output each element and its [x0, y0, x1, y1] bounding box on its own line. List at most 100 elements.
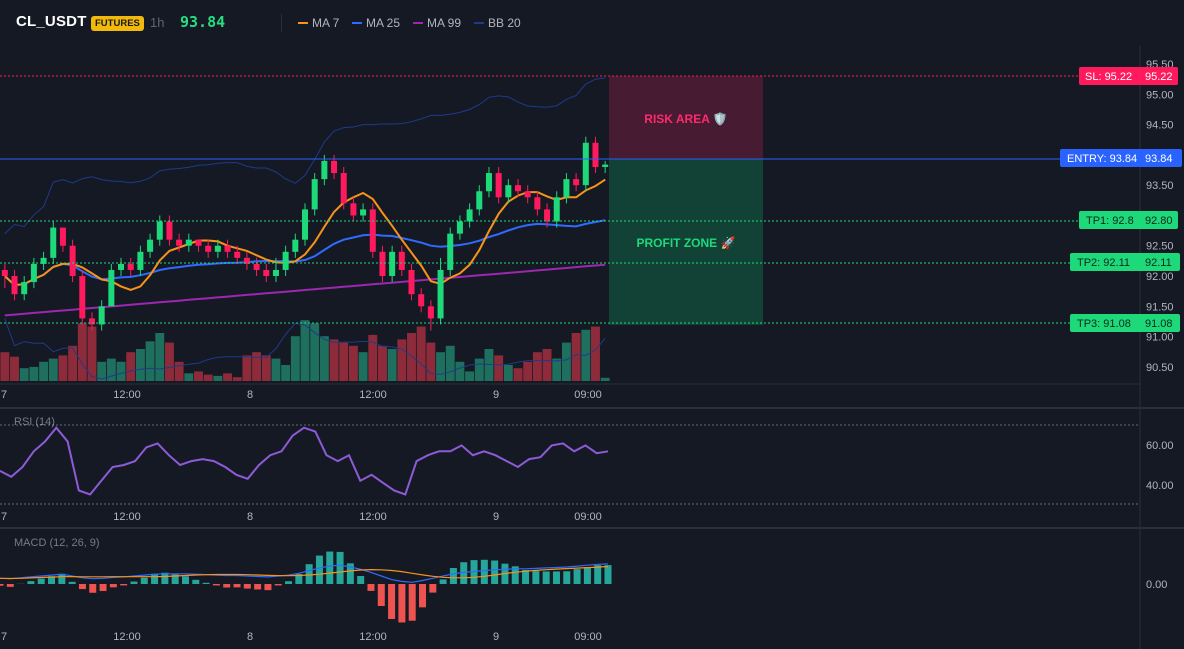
volume-bar: [368, 334, 378, 381]
time-tick: 12:00: [113, 631, 141, 643]
macd-hist-bar: [583, 567, 591, 584]
time-tick: 9: [493, 631, 499, 643]
macd-hist-bar: [274, 584, 282, 586]
macd-hist-bar: [326, 551, 334, 584]
sl-tag-label: SL: 95.22: [1085, 71, 1132, 83]
macd-hist-bar: [37, 578, 45, 584]
legend-ma7-label: MA 7: [312, 16, 340, 30]
macd-hist-bar: [99, 584, 107, 592]
bb-lower: [4, 318, 606, 380]
entry-tag-label: ENTRY: 93.84: [1067, 153, 1137, 165]
macd-hist-bar: [48, 576, 56, 584]
candle-body: [544, 209, 551, 222]
candle-body: [185, 239, 192, 246]
volume-bar: [174, 361, 184, 381]
volume-bar: [39, 361, 49, 381]
macd-hist-bar: [151, 573, 159, 584]
candle-body: [11, 276, 18, 295]
profit-zone-label: PROFIT ZONE 🚀: [637, 236, 736, 250]
legend-ma99[interactable]: MA 99: [413, 16, 461, 30]
volume-bar: [232, 377, 242, 381]
volume-bar: [561, 342, 571, 381]
candle-body: [137, 251, 144, 270]
volume-bar: [271, 358, 281, 381]
symbol-name[interactable]: CL_USDT: [16, 13, 87, 30]
macd-hist-bar: [161, 572, 169, 584]
time-tick: 9: [493, 511, 499, 523]
time-tick: 12:00: [359, 631, 387, 643]
time-tick: 12:00: [359, 389, 387, 401]
ma99-line: [4, 263, 606, 317]
candle-body: [147, 239, 154, 252]
candle-body: [156, 221, 163, 240]
macd-hist-bar: [202, 582, 210, 584]
entry-tag-bg: [1060, 149, 1182, 167]
macd-signal-line: [0, 565, 609, 580]
macd-hist-bar: [511, 566, 519, 584]
macd-hist-bar: [212, 584, 220, 586]
macd-hist-bar: [233, 584, 241, 588]
volume-bars: [0, 320, 610, 381]
candle-body: [447, 233, 454, 270]
candle-body: [505, 185, 512, 198]
volume-bar: [445, 345, 455, 381]
macd-hist-bar: [6, 584, 14, 587]
rsi-tick-40: 40.00: [1146, 480, 1174, 492]
volume-bar: [184, 373, 194, 381]
macd-hist-bar: [89, 584, 97, 593]
tp2-tag[interactable]: TP2: 92.11 92.11: [1070, 253, 1180, 271]
volume-bar: [0, 352, 10, 381]
volume-bar: [319, 336, 329, 381]
macd-hist-bar: [120, 584, 128, 586]
macd-hist-bar: [78, 584, 86, 590]
macd-hist-bar: [171, 574, 179, 584]
legend-bb20[interactable]: BB 20: [474, 16, 521, 30]
tp1-tag[interactable]: TP1: 92.8 92.80: [1079, 211, 1178, 229]
last-price: 93.84: [180, 13, 226, 31]
volume-bar: [68, 345, 78, 381]
risk-zone-label: RISK AREA 🛡️: [644, 112, 727, 126]
candle-body: [176, 239, 183, 246]
candle-body: [272, 269, 279, 277]
moving-averages: [4, 178, 606, 317]
legend-ma25-label: MA 25: [366, 16, 401, 30]
timeframe-selector[interactable]: 1h: [150, 15, 165, 30]
volume-bar: [503, 365, 513, 381]
volume-bar: [97, 361, 107, 381]
candle-body: [214, 245, 221, 252]
macd-hist-bar: [552, 571, 560, 584]
volume-bar: [106, 358, 116, 381]
volume-bar: [397, 339, 407, 381]
legend-ma25[interactable]: MA 25: [352, 16, 400, 30]
candle-body: [534, 197, 541, 210]
time-tick: 7: [1, 389, 7, 401]
tp3-tag[interactable]: TP3: 91.08 91.08: [1070, 314, 1180, 332]
candle-body: [69, 245, 76, 277]
time-tick: 09:00: [574, 389, 602, 401]
candle-body: [456, 221, 463, 234]
macd-hist-bar: [285, 581, 293, 584]
volume-bar: [29, 366, 39, 381]
bb-upper: [4, 77, 606, 234]
candle-body: [553, 197, 560, 222]
macd-hist-bar: [522, 570, 530, 584]
macd-hist-bar: [388, 584, 396, 619]
candle-body: [282, 251, 289, 270]
candle-body: [602, 164, 609, 168]
candle-body: [418, 294, 425, 307]
sl-tag[interactable]: SL: 95.22 95.22: [1079, 67, 1178, 85]
candle-body: [563, 179, 570, 198]
bb20-swatch: [474, 21, 484, 24]
macd-hist-bar: [58, 573, 66, 584]
volume-bar: [58, 355, 68, 381]
candle-body: [301, 209, 309, 240]
volume-bar: [281, 365, 291, 381]
volume-bar: [416, 326, 426, 381]
tp1-tag-value: 92.80: [1145, 215, 1173, 227]
macd-hist-bar: [429, 584, 437, 593]
macd-hist-bar: [367, 584, 375, 591]
legend-ma7[interactable]: MA 7: [298, 16, 339, 30]
time-tick: 7: [1, 631, 7, 643]
entry-tag[interactable]: ENTRY: 93.84 93.84: [1060, 149, 1182, 167]
